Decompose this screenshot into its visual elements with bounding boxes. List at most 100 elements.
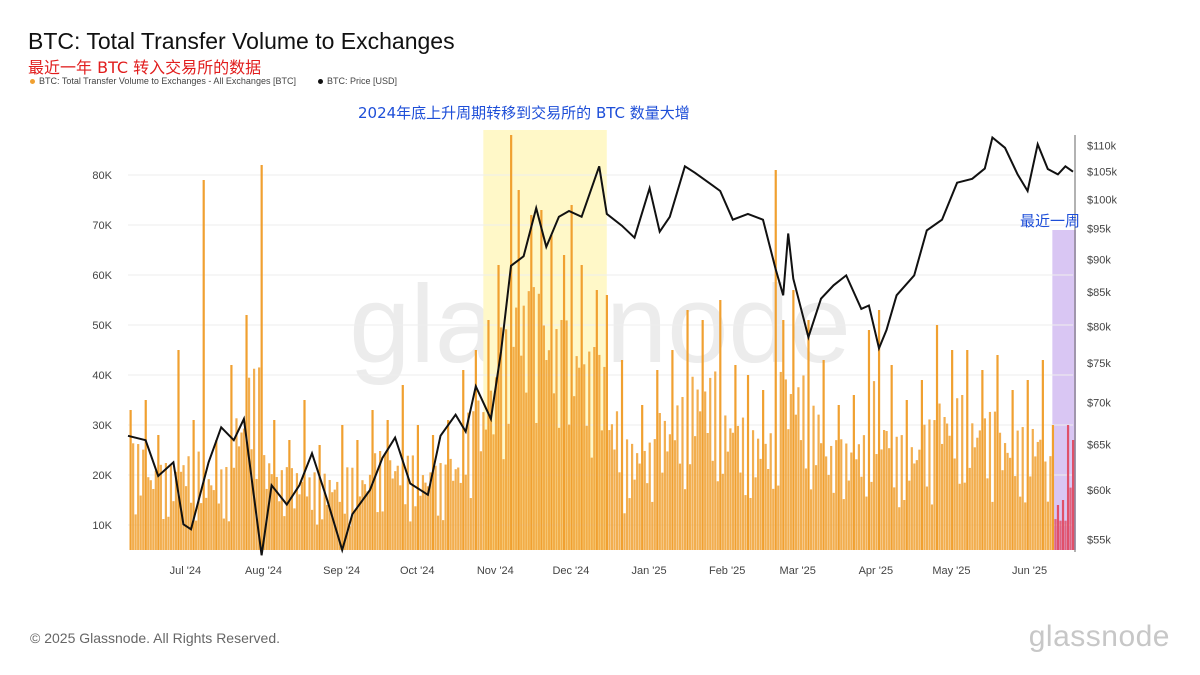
volume-bar xyxy=(1001,470,1004,550)
volume-bar xyxy=(162,519,165,550)
volume-bar xyxy=(976,437,979,550)
volume-bar xyxy=(870,481,873,550)
volume-bar xyxy=(940,443,944,550)
volume-bar xyxy=(661,472,664,550)
volume-bar xyxy=(898,507,901,550)
y-left-tick-label: 60K xyxy=(92,270,112,282)
volume-bar xyxy=(915,460,918,550)
volume-bar xyxy=(532,287,535,550)
volume-bar xyxy=(474,350,477,550)
volume-bar xyxy=(857,444,860,550)
y-right-tick-label: $110k xyxy=(1087,140,1117,152)
volume-bar xyxy=(648,442,651,550)
y-right-tick-label: $95k xyxy=(1087,224,1111,236)
volume-bar xyxy=(429,472,432,550)
volume-bar xyxy=(583,364,586,550)
volume-bar xyxy=(1044,461,1047,550)
volume-bar xyxy=(946,423,949,550)
volume-bar xyxy=(784,379,787,550)
volume-bar xyxy=(872,381,876,550)
volume-bar xyxy=(494,377,498,550)
volume-bar xyxy=(278,501,281,550)
volume-bar xyxy=(1051,425,1055,550)
volume-bar xyxy=(814,465,818,550)
volume-bar xyxy=(754,477,757,550)
volume-bar xyxy=(668,434,671,550)
volume-bar xyxy=(182,465,185,550)
volume-bar xyxy=(973,447,976,550)
volume-bar xyxy=(646,483,649,550)
volume-bar xyxy=(938,403,941,550)
volume-bar xyxy=(139,495,142,550)
y-right-tick-label: $70k xyxy=(1087,397,1111,409)
volume-bar xyxy=(850,452,853,550)
y-left-tick-label: 80K xyxy=(92,170,112,182)
volume-bar xyxy=(1021,427,1024,550)
volume-bar xyxy=(888,448,891,550)
volume-bar xyxy=(174,471,178,550)
volume-bar xyxy=(817,414,820,550)
volume-bar xyxy=(540,210,543,550)
volume-bar xyxy=(167,516,170,550)
volume-bar xyxy=(867,330,871,550)
volume-bar xyxy=(444,464,447,550)
legend-item-volume[interactable]: BTC: Total Transfer Volume to Exchanges … xyxy=(30,76,296,86)
volume-bar xyxy=(409,521,412,550)
volume-bar xyxy=(547,350,551,550)
volume-bar xyxy=(764,443,767,550)
volume-bar xyxy=(535,422,538,550)
volume-bar xyxy=(436,515,440,550)
volume-bar xyxy=(318,445,321,550)
volume-bar xyxy=(704,391,707,550)
x-tick-label: Dec '24 xyxy=(552,565,589,577)
volume-bar xyxy=(774,170,777,550)
legend-item-price[interactable]: BTC: Price [USD] xyxy=(317,76,397,86)
volume-bar xyxy=(633,479,636,550)
volume-bar xyxy=(351,467,354,550)
volume-bar xyxy=(200,503,203,550)
volume-bar xyxy=(570,205,573,550)
copyright-footer: © 2025 Glassnode. All Rights Reserved. xyxy=(30,630,281,646)
volume-bar xyxy=(293,508,296,550)
volume-bar xyxy=(789,394,792,550)
volume-bar xyxy=(930,504,934,550)
volume-bar xyxy=(545,360,548,550)
volume-bar xyxy=(719,300,722,550)
volume-bar xyxy=(1019,496,1022,550)
volume-bar xyxy=(499,327,503,550)
volume-bar xyxy=(651,501,654,550)
volume-bar xyxy=(804,468,808,550)
volume-bar xyxy=(875,454,878,550)
volume-bar xyxy=(1011,390,1014,550)
volume-bar xyxy=(895,436,898,550)
x-tick-label: May '25 xyxy=(932,565,970,577)
volume-bar xyxy=(726,451,729,550)
volume-bar xyxy=(305,496,309,550)
volume-bar xyxy=(1072,440,1075,550)
volume-bar xyxy=(512,346,515,550)
volume-bar xyxy=(845,443,848,550)
volume-bar xyxy=(910,447,913,550)
y-left-tick-label: 40K xyxy=(92,370,112,382)
volume-bar xyxy=(802,375,805,550)
volume-bar xyxy=(641,405,644,550)
volume-bar xyxy=(132,443,135,550)
volume-bar xyxy=(280,470,283,550)
volume-bar xyxy=(517,190,520,550)
volume-bar xyxy=(144,400,147,550)
volume-bar xyxy=(230,365,233,550)
volume-bar xyxy=(1016,430,1019,550)
volume-bar xyxy=(507,423,510,550)
volume-bar xyxy=(323,473,326,550)
volume-bar xyxy=(482,412,485,550)
volume-bar xyxy=(701,320,704,550)
volume-bar xyxy=(537,293,540,550)
volume-bar xyxy=(212,490,215,550)
volume-bar xyxy=(643,450,646,550)
volume-bar xyxy=(260,165,263,550)
volume-bar xyxy=(184,486,188,550)
volume-bar xyxy=(258,367,261,550)
volume-bar xyxy=(787,429,790,550)
volume-bar xyxy=(933,420,936,550)
volume-bar xyxy=(588,351,591,550)
